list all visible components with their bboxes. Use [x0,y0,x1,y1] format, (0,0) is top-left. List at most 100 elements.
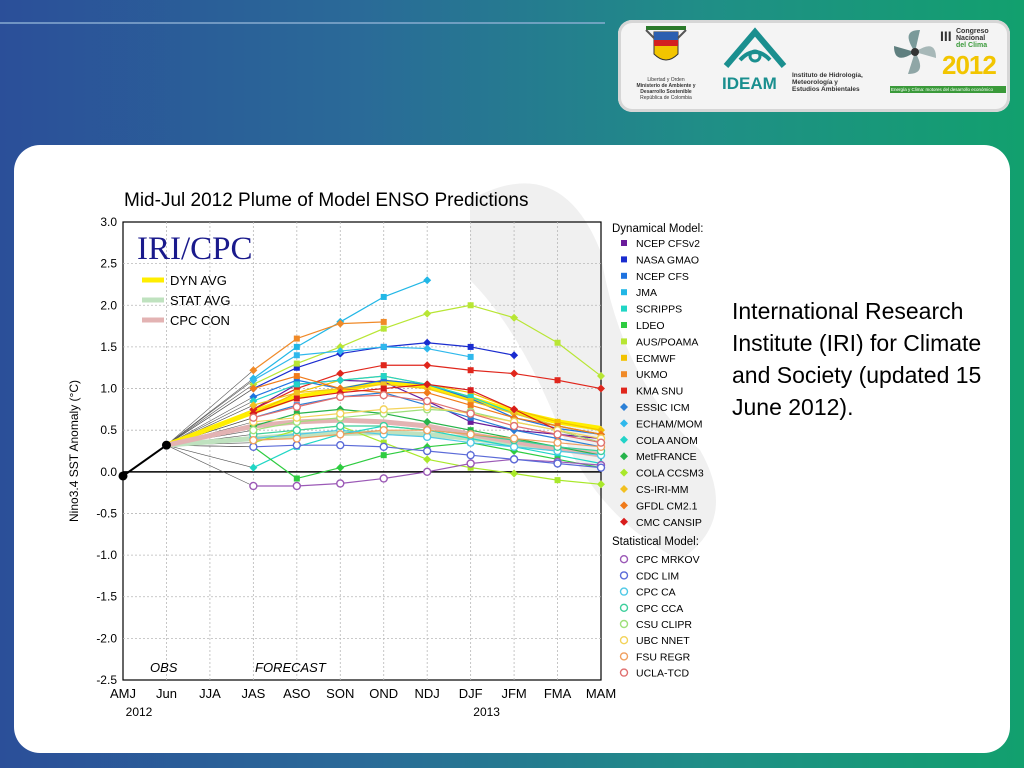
data-point [336,384,345,393]
legend-marker [620,403,628,411]
data-point [510,351,519,360]
data-point [509,455,519,464]
ideam-logo: IDEAM Instituto de Hidrología, Meteorolo… [718,26,888,106]
data-point [249,366,258,375]
dynamical-header: Dynamical Model: [612,223,703,235]
data-point [422,396,432,406]
legend-label: NCEP CFSv2 [636,238,700,250]
data-point [423,388,432,397]
forecast-ray [166,444,254,468]
data-point [467,398,474,405]
header-rule [0,22,605,24]
data-point [467,302,474,309]
y-axis-ticks: 3.0 2.5 2.0 1.5 1.0 0.5 0.0 -0.5 -1.0 -1.5 -2.0 -2.… [96,215,117,687]
data-point [336,440,345,450]
ideam-name: IDEAM [722,74,777,93]
legend-label: UKMO [636,369,668,381]
legend-marker [619,587,629,596]
congreso-line-3: del Clima [956,42,988,49]
y-tick-label: -2.0 [96,631,117,645]
data-point [293,381,300,388]
data-point [249,425,258,435]
obs-label: OBS [150,660,178,675]
y-axis-label: Nino3.4 SST Anomaly (°C) [67,380,81,522]
legend-label: ECHAM/MOM [636,418,703,430]
y-tick-label: 2.0 [100,298,117,312]
year-label: 2012 [126,705,153,719]
legend-marker [621,272,627,279]
legend-marker [619,619,629,629]
data-point [466,459,475,468]
forecast-ray [166,379,254,446]
legend-label: CDC LIM [636,570,679,582]
observed-point [161,440,171,450]
data-point [554,339,561,346]
congreso-line-2: Nacional [956,35,986,42]
congreso-tagline: Energía y Clima: motores del desarrollo … [890,86,1006,93]
avg-legend-label: STAT AVG [170,293,230,308]
legend-label: CPC CCA [636,603,683,615]
observed-point [118,471,128,481]
ministry-line-4: República de Colombia [640,95,692,101]
data-point [293,343,300,350]
ministry-logo: Libertad y Orden Ministerio de Ambiente … [626,24,706,108]
data-point [597,480,605,489]
legend-marker [619,571,629,580]
legend-marker [620,501,628,510]
data-point [423,338,432,347]
legend-marker [619,668,629,677]
legend-marker [619,555,629,564]
legend-marker [621,322,627,328]
statistical-header: Statistical Model: [612,536,699,548]
x-tick-label: JAS [241,686,265,701]
observed-series [118,440,171,481]
legend-label: COLA CCSM3 [636,468,704,480]
x-tick-label: ASO [283,686,310,701]
data-point [510,313,519,322]
model-series [165,276,606,491]
data-point [380,343,387,350]
legend-marker [620,485,628,493]
data-point [553,438,562,447]
data-point [379,391,388,400]
data-point [510,409,519,418]
data-point [510,405,519,414]
data-point [336,319,345,328]
data-point [249,380,258,389]
legend-label: JMA [636,287,657,299]
x-tick-label: DJF [459,686,483,701]
data-point [509,442,519,452]
data-point [380,452,387,459]
data-point [597,426,605,435]
data-point [336,430,345,439]
y-tick-label: -1.5 [96,590,117,604]
legend-marker [620,517,628,526]
legend-label: CMC CANSIP [636,517,702,529]
data-point [554,418,561,425]
data-point [380,381,387,388]
data-point [249,405,258,414]
legend-label: CPC CA [636,587,676,599]
data-point [293,395,300,402]
legend-marker [620,435,628,444]
legend-marker [620,468,628,477]
y-tick-label: -2.5 [96,673,117,687]
observed-line [122,444,168,477]
legend-marker [621,240,627,246]
forecast-label: FORECAST [255,660,327,675]
year-labels: 2012 2013 [126,705,501,719]
y-tick-label: -1.0 [96,548,117,562]
ministry-line-2: Ministerio de Ambiente y [636,83,696,89]
forecast-ray [166,369,254,446]
data-point [597,372,605,381]
legend-marker [620,419,628,428]
data-point [249,442,258,452]
ideam-line-1: Instituto de Hidrología, [792,72,863,79]
legend-label: CSU CLIPR [636,619,692,631]
legend-label: AUS/POAMA [636,336,698,348]
forecast-ray [166,388,254,446]
legend-label: ESSIC ICM [636,402,690,414]
congreso-roman: III [940,28,952,44]
data-point [380,362,387,369]
